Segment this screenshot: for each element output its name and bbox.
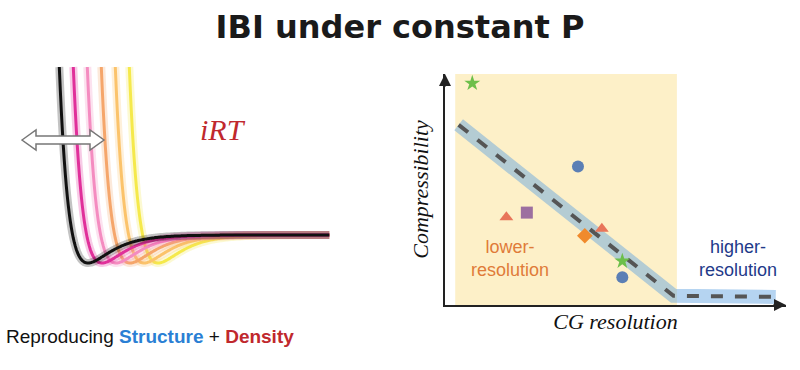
html-text:Reproducing Structure + Densit: Reproducing Structure + Density (6, 326, 294, 347)
html-text:IBI under constant P: IBI under constant P (215, 8, 585, 46)
svg-text:lower-resolution: lower-resolution (471, 237, 549, 280)
svg-text:iRT: iRT (200, 113, 246, 146)
svg-text:Compressibility: Compressibility (408, 120, 433, 259)
svg-text:CG resolution: CG resolution (553, 309, 677, 334)
svg-text:higher-resolution: higher-resolution (699, 237, 777, 280)
